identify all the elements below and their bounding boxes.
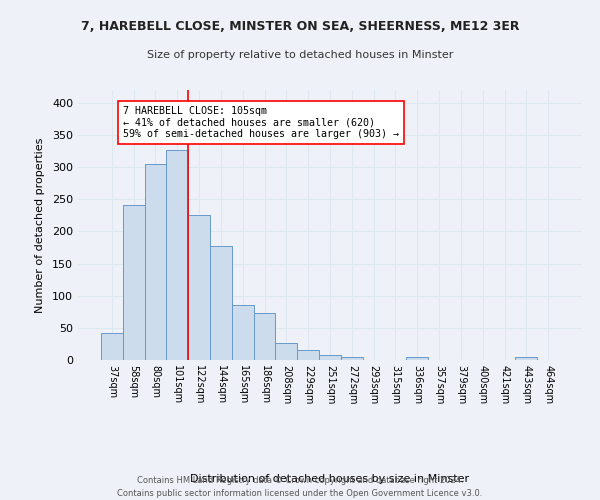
Bar [101, 333, 123, 360]
Bar [515, 358, 537, 360]
Bar [406, 358, 428, 360]
Text: Size of property relative to detached houses in Minster: Size of property relative to detached ho… [147, 50, 453, 60]
Bar [232, 304, 254, 360]
Text: Contains HM Land Registry data © Crown copyright and database right 2024.
Contai: Contains HM Land Registry data © Crown c… [118, 476, 482, 498]
Bar [275, 344, 297, 360]
Bar [297, 350, 319, 360]
Text: 7 HAREBELL CLOSE: 105sqm
← 41% of detached houses are smaller (620)
59% of semi-: 7 HAREBELL CLOSE: 105sqm ← 41% of detach… [123, 106, 399, 140]
Bar [145, 164, 166, 360]
X-axis label: Distribution of detached houses by size in Minster: Distribution of detached houses by size … [190, 474, 470, 484]
Bar [123, 205, 145, 360]
Bar [188, 214, 210, 360]
Bar [210, 246, 232, 360]
Bar [254, 313, 275, 360]
Text: 7, HAREBELL CLOSE, MINSTER ON SEA, SHEERNESS, ME12 3ER: 7, HAREBELL CLOSE, MINSTER ON SEA, SHEER… [81, 20, 519, 33]
Bar [341, 358, 363, 360]
Bar [166, 150, 188, 360]
Bar [319, 355, 341, 360]
Y-axis label: Number of detached properties: Number of detached properties [35, 138, 45, 312]
